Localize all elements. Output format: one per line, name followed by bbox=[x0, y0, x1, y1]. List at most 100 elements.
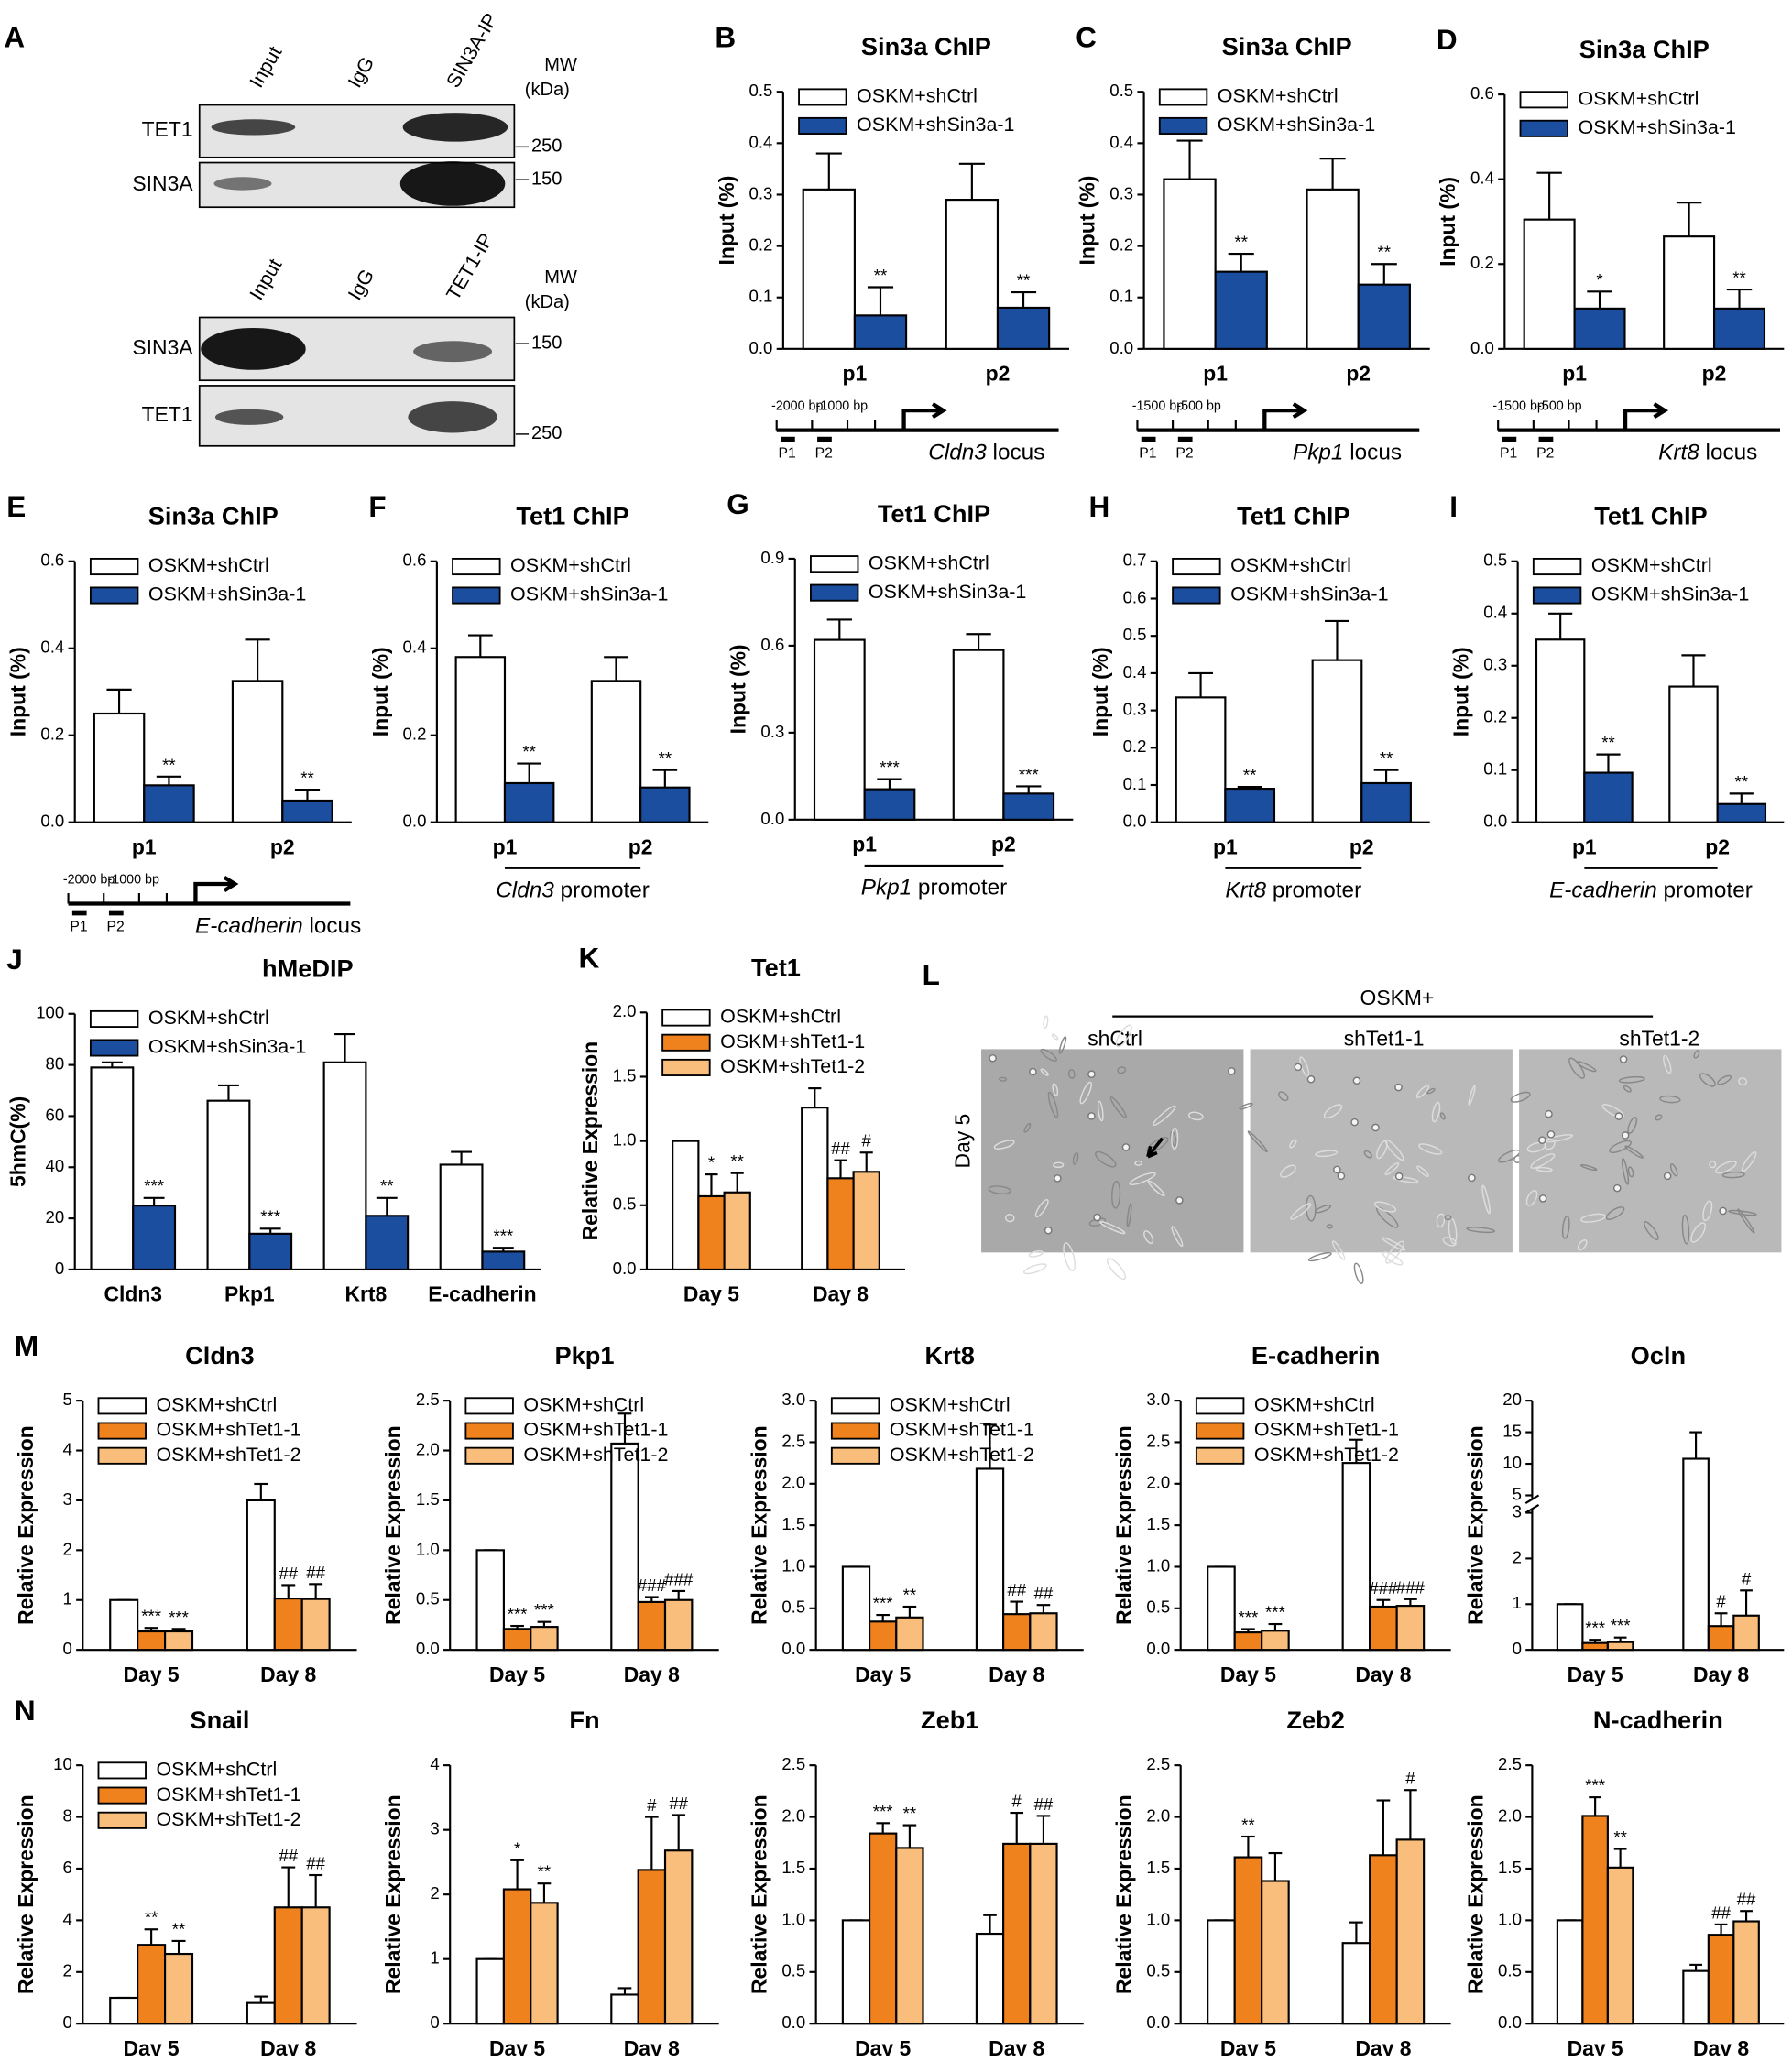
x-tick-label: Pkp1 bbox=[224, 1282, 275, 1306]
bar bbox=[802, 188, 856, 350]
legend-swatch bbox=[830, 1446, 880, 1465]
legend-label: OSKM+shTet1-2 bbox=[156, 1808, 300, 1830]
cell bbox=[1393, 1175, 1419, 1183]
y-tick-label: 2 bbox=[430, 1883, 439, 1903]
cell-bright bbox=[989, 1053, 997, 1063]
bar bbox=[895, 1616, 924, 1652]
cell-bright bbox=[1054, 1174, 1062, 1183]
significance: ** bbox=[1735, 772, 1748, 791]
significance: *** bbox=[873, 1594, 893, 1613]
y-tick-label: 2.0 bbox=[1146, 1805, 1170, 1825]
legend-label: OSKM+shSin3a-1 bbox=[1230, 583, 1388, 605]
y-tick-label: 0 bbox=[55, 1259, 64, 1278]
legend-label: OSKM+shCtrl bbox=[156, 1759, 277, 1781]
cell-bright bbox=[1545, 1109, 1553, 1118]
cell bbox=[1605, 1206, 1625, 1220]
tss-arrow bbox=[1262, 402, 1308, 431]
micrograph-header: OSKM+ bbox=[1360, 986, 1435, 1009]
panel-label: M bbox=[15, 1329, 38, 1362]
significance: # bbox=[647, 1795, 657, 1815]
bar bbox=[975, 1932, 1005, 2025]
cell-bright bbox=[1228, 1067, 1236, 1075]
legend-swatch bbox=[798, 88, 847, 106]
significance: ** bbox=[730, 1151, 743, 1171]
y-axis-label: Relative Expression bbox=[14, 1425, 38, 1625]
y-tick-label: 0 bbox=[62, 1639, 71, 1658]
group-suffix: promoter bbox=[1664, 878, 1753, 903]
y-tick-label: 0.5 bbox=[1146, 1961, 1170, 1980]
bar bbox=[1360, 781, 1412, 823]
bar bbox=[530, 1902, 559, 2025]
bar bbox=[637, 1869, 667, 2025]
cell bbox=[1109, 1096, 1127, 1118]
legend-swatch bbox=[89, 586, 139, 605]
legend-swatch bbox=[798, 116, 847, 135]
locus-mark: -1000 bp bbox=[816, 399, 868, 414]
bar bbox=[231, 680, 284, 823]
bar bbox=[1261, 1630, 1290, 1652]
bar bbox=[164, 1630, 194, 1652]
bar bbox=[663, 1849, 694, 2025]
cell-bright bbox=[1612, 1183, 1622, 1193]
significance: # bbox=[862, 1131, 872, 1150]
bar bbox=[1535, 638, 1586, 823]
cell bbox=[1601, 1104, 1624, 1118]
legend-swatch bbox=[464, 1422, 514, 1440]
significance: # bbox=[1405, 1769, 1415, 1788]
mw-marker: 150 bbox=[531, 169, 562, 189]
bar bbox=[1207, 1565, 1236, 1652]
cell bbox=[1436, 1213, 1446, 1228]
cell bbox=[1655, 1114, 1663, 1121]
cell bbox=[1040, 1068, 1049, 1076]
y-axis-label: Relative Expression bbox=[748, 1425, 771, 1625]
y-tick-label: 4 bbox=[62, 1439, 71, 1458]
cell bbox=[1624, 1145, 1644, 1159]
significance: ### bbox=[664, 1569, 694, 1588]
x-tick-label: p2 bbox=[1346, 362, 1371, 386]
legend-swatch bbox=[89, 557, 139, 576]
x-tick-label: Day 8 bbox=[260, 2036, 316, 2056]
significance: *** bbox=[1611, 1616, 1631, 1635]
bar bbox=[1233, 1856, 1263, 2025]
bar bbox=[1606, 1641, 1634, 1652]
primer-label: P2 bbox=[1175, 446, 1193, 462]
legend-label: OSKM+shTet1-2 bbox=[1254, 1444, 1399, 1466]
cell bbox=[1376, 1206, 1399, 1228]
legend-label: OSKM+shCtrl bbox=[1218, 85, 1339, 107]
cell bbox=[1099, 1221, 1126, 1235]
chart-title: hMeDIP bbox=[262, 954, 354, 983]
y-tick-label: 2.5 bbox=[781, 1754, 805, 1773]
cell bbox=[1306, 1194, 1317, 1222]
cell bbox=[1382, 1237, 1406, 1251]
chart-title: Fn bbox=[569, 1706, 599, 1734]
x-tick-label: Day 5 bbox=[1568, 2036, 1623, 2056]
bar bbox=[852, 1171, 880, 1271]
bar bbox=[246, 1499, 276, 1652]
lane-label: SIN3A-IP bbox=[443, 9, 503, 91]
chart-title: Tet1 bbox=[751, 953, 801, 981]
legend-label: OSKM+shTet1-1 bbox=[1254, 1419, 1399, 1441]
cell bbox=[1239, 1102, 1253, 1110]
significance: ** bbox=[145, 1908, 158, 1927]
y-tick-label: 0.5 bbox=[781, 1961, 805, 1980]
bar bbox=[1732, 1614, 1760, 1652]
bar bbox=[1523, 218, 1576, 350]
y-axis-label: Relative Expression bbox=[1112, 1425, 1136, 1625]
arrow bbox=[1146, 1137, 1164, 1159]
locus-gene: E-cadherin bbox=[195, 914, 303, 939]
bar bbox=[281, 799, 333, 823]
legend-label: OSKM+shTet1-2 bbox=[523, 1444, 668, 1466]
bar bbox=[1341, 1462, 1371, 1652]
panel-label: C bbox=[1076, 20, 1097, 53]
bar bbox=[1341, 1942, 1371, 2025]
primer bbox=[1177, 436, 1193, 442]
bar bbox=[1214, 270, 1268, 350]
y-tick-label: 3 bbox=[1513, 1501, 1522, 1521]
blot-band bbox=[408, 401, 497, 433]
row-label: SIN3A bbox=[132, 335, 193, 359]
bar bbox=[863, 788, 916, 821]
bar bbox=[322, 1061, 367, 1271]
x-tick-label: p1 bbox=[1213, 834, 1238, 858]
panel-label: N bbox=[15, 1694, 36, 1727]
cell bbox=[1079, 1081, 1093, 1105]
